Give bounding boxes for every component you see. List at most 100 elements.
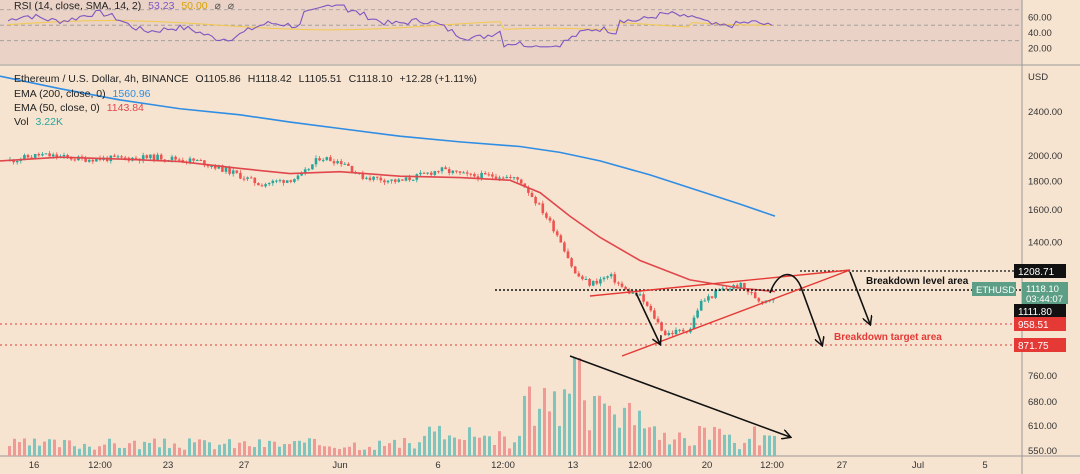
candle [278, 178, 282, 183]
volume-bar [243, 441, 246, 456]
candle-body [771, 299, 775, 301]
vol-legend: Vol 3.22K [14, 116, 67, 128]
candle [642, 292, 645, 305]
candle [699, 299, 703, 312]
volume-bar [503, 436, 506, 456]
volume-bar [658, 439, 661, 456]
volume-bar [113, 443, 116, 456]
candle [663, 329, 667, 336]
volume-bar [133, 440, 136, 456]
candle [559, 233, 563, 243]
volume-bar [603, 403, 606, 456]
support-price-tag-bg [1014, 304, 1066, 318]
candle-body [91, 159, 95, 162]
candle-body [228, 167, 231, 174]
candle-body [134, 157, 138, 159]
candle-body [426, 172, 429, 174]
candle-body [289, 180, 293, 182]
candle-body [62, 155, 66, 157]
candle-body [30, 157, 33, 159]
ema200-line [0, 75, 776, 217]
candle [588, 278, 591, 288]
volume-bar [723, 434, 726, 456]
volume-bar [108, 438, 111, 456]
candle-body [170, 156, 174, 161]
volume-bar [543, 387, 546, 456]
volume-bar [248, 446, 251, 456]
volume-bar [378, 440, 381, 456]
candle [501, 176, 505, 180]
time-axis-tick: 6 [435, 460, 440, 471]
volume-bar [608, 405, 611, 456]
breakdown-level-label: Breakdown level area [866, 276, 969, 287]
volume-bar [438, 425, 441, 456]
volume-bar [263, 447, 266, 456]
candle [246, 176, 249, 182]
candle [440, 166, 444, 174]
candle-body [199, 160, 203, 162]
volume-bar [358, 449, 361, 456]
last-price-tag-bg [1022, 282, 1068, 304]
volume-bar [773, 435, 776, 456]
candle [696, 308, 699, 319]
candle [638, 291, 642, 296]
volume-bar [518, 435, 521, 456]
volume-bar [493, 444, 496, 456]
candle [476, 173, 480, 182]
candle-body [469, 173, 473, 175]
candle-body [145, 155, 149, 159]
volume-bar [408, 443, 411, 456]
volume-bar [78, 448, 81, 456]
volume-bar [363, 449, 366, 456]
candle-body [653, 310, 656, 319]
price-axis-tick: 2400.00 [1028, 107, 1062, 118]
candle [681, 328, 685, 333]
candle-body [116, 156, 120, 158]
eye-off-icon[interactable]: ⌀ [227, 0, 235, 12]
candle-body [422, 172, 426, 174]
volume-bar [753, 426, 756, 456]
candle-body [606, 276, 609, 278]
candle-body [239, 172, 242, 179]
candle [566, 248, 570, 259]
volume-bar [8, 446, 11, 456]
candle-body [440, 167, 444, 172]
volume-bar [663, 432, 666, 456]
candle [401, 179, 404, 181]
candle-body [581, 276, 584, 280]
candle-body [48, 153, 51, 157]
candle [667, 330, 671, 337]
time-axis-tick: 27 [837, 460, 848, 471]
volume-bar [218, 444, 221, 456]
candle [195, 159, 199, 162]
candle-body [757, 298, 761, 302]
candle-body [591, 280, 595, 286]
candle [116, 154, 120, 159]
volume-bar [403, 438, 406, 456]
volume-bar [703, 427, 706, 456]
change-value: +12.28 (+1.11%) [399, 73, 477, 85]
candle [422, 171, 426, 174]
candle-body [588, 278, 591, 286]
candle [595, 278, 599, 286]
candle-body [411, 179, 415, 181]
ema200-legend: EMA (200, close, 0) 1560.96 [14, 88, 155, 100]
candle-body [253, 177, 257, 184]
eye-off-icon[interactable]: ⌀ [214, 0, 221, 12]
candle-body [372, 176, 375, 180]
candle [48, 150, 51, 157]
candle-body [188, 158, 192, 162]
volume-bar [548, 411, 551, 456]
candle [552, 219, 555, 234]
volume-bar [718, 428, 721, 456]
candle-body [638, 294, 642, 296]
candle [429, 170, 433, 177]
candle [444, 165, 447, 170]
candle-body [15, 160, 19, 163]
candle [257, 182, 260, 186]
time-axis-tick: 5 [982, 460, 987, 471]
candle-body [224, 167, 228, 172]
candle [311, 164, 314, 170]
